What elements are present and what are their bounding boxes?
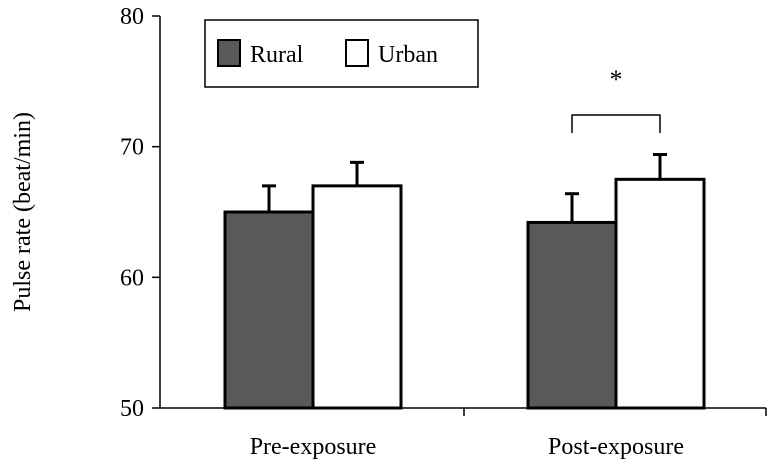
x-tick-labels: Pre-exposure Post-exposure [250, 434, 684, 460]
error-bars [262, 153, 667, 223]
legend-box [204, 19, 479, 88]
significance-bracket [571, 114, 661, 133]
bars [223, 177, 706, 410]
bar-urban-1 [614, 177, 706, 410]
significance-star: * [610, 65, 623, 94]
y-axis-label: Pulse rate (beat/min) [10, 112, 36, 312]
bar-rural-0 [223, 210, 315, 410]
x-tick-label: Pre-exposure [250, 434, 377, 460]
y-tick-label: 50 [120, 396, 144, 422]
y-tick-label: 80 [120, 4, 144, 30]
legend-label-urban: Urban [378, 42, 438, 68]
y-ticks: 50 60 70 80 [120, 4, 160, 422]
bar-urban-0 [311, 184, 403, 410]
legend-swatch-urban [345, 39, 369, 67]
legend: Rural Urban [204, 19, 479, 88]
y-tick-label: 60 [120, 265, 144, 291]
bar-rural-1 [526, 220, 618, 410]
y-tick-label: 70 [120, 135, 144, 161]
legend-label-rural: Rural [250, 42, 304, 68]
annotations: * [571, 65, 661, 133]
legend-swatch-rural [217, 39, 241, 67]
x-tick-label: Post-exposure [548, 434, 684, 460]
